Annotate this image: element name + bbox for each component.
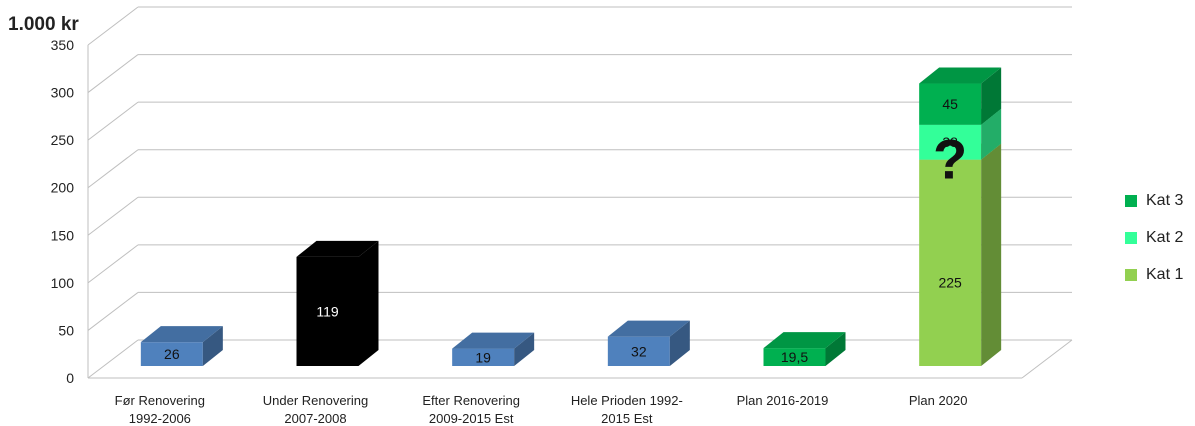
gridline-side <box>87 6 139 46</box>
bar-side <box>358 240 379 366</box>
x-tick-label: 2009-2015 Est <box>429 411 514 426</box>
legend-label: Kat 3 <box>1146 191 1184 209</box>
x-tick-label: Plan 2016-2019 <box>737 393 829 408</box>
legend-swatch <box>1125 268 1137 281</box>
gridline-side <box>87 196 139 236</box>
data-label: 19 <box>475 349 491 365</box>
y-tick-label: 350 <box>51 37 75 53</box>
y-tick-label: 200 <box>51 180 75 196</box>
bar-side <box>514 332 535 366</box>
bar-top <box>607 320 690 337</box>
x-tick-label: 2007-2008 <box>284 411 346 426</box>
y-tick-label: 250 <box>51 132 75 148</box>
bar-front <box>763 348 826 366</box>
legend-item: Kat 3 <box>1125 182 1183 219</box>
legend-label: Kat 2 <box>1146 228 1184 246</box>
y-tick-label: 50 <box>58 322 74 338</box>
x-tick-label: 2015 Est <box>601 411 653 426</box>
data-label: 119 <box>316 303 339 319</box>
legend-item: Kat 1 <box>1125 256 1183 293</box>
y-axis-unit-label: 1.000 kr <box>8 14 79 35</box>
bar-top <box>452 332 535 349</box>
data-label: 225 <box>938 275 962 291</box>
stack-segment-side <box>981 108 1002 160</box>
stack-segment-front <box>919 83 982 125</box>
y-tick-label: 0 <box>66 370 74 386</box>
bar-side <box>825 332 846 366</box>
stack-segment-top <box>919 67 1002 84</box>
bar-top <box>296 240 379 257</box>
bar-side <box>202 326 223 366</box>
bar-front <box>607 336 670 366</box>
bar-front <box>452 348 515 366</box>
x-tick-label: Hele Prioden 1992- <box>571 393 683 408</box>
bar-top <box>140 326 223 343</box>
x-tick-label: Under Renovering <box>263 393 369 408</box>
gridline-side <box>87 101 139 141</box>
gridline-side <box>87 339 139 379</box>
bar-top <box>763 332 846 349</box>
bar-side <box>669 320 690 366</box>
stack-segment-side <box>981 67 1002 125</box>
data-label: 45 <box>942 96 958 112</box>
x-tick-label: Plan 2020 <box>909 393 968 408</box>
floor-right-edge <box>1021 339 1073 379</box>
stack-segment-front <box>919 159 982 366</box>
x-tick-label: 1992-2006 <box>129 411 191 426</box>
legend-label: Kat 1 <box>1146 265 1184 283</box>
gridline-side <box>87 292 139 331</box>
legend: Kat 3 Kat 2 Kat 1 <box>1125 182 1183 293</box>
legend-swatch <box>1125 231 1137 244</box>
stack-segment-front <box>919 124 982 160</box>
question-mark-annotation: ? <box>933 128 967 191</box>
y-tick-label: 300 <box>51 85 75 101</box>
y-tick-label: 150 <box>51 227 75 243</box>
x-tick-label: Før Renovering <box>115 393 205 408</box>
legend-item: Kat 2 <box>1125 219 1183 256</box>
legend-swatch <box>1125 194 1137 207</box>
data-label: 26 <box>164 346 180 362</box>
data-label: 32 <box>631 343 647 359</box>
stack-segment-side <box>981 143 1002 366</box>
x-tick-label: Efter Renovering <box>422 393 520 408</box>
data-label: 38 <box>942 134 958 150</box>
gridline-side <box>87 244 139 284</box>
y-tick-label: 100 <box>51 275 75 291</box>
bar-front <box>140 342 203 366</box>
gridline-side <box>87 149 139 189</box>
data-label: 19,5 <box>781 349 808 365</box>
gridline-side <box>87 54 139 93</box>
bar-front <box>296 256 359 366</box>
